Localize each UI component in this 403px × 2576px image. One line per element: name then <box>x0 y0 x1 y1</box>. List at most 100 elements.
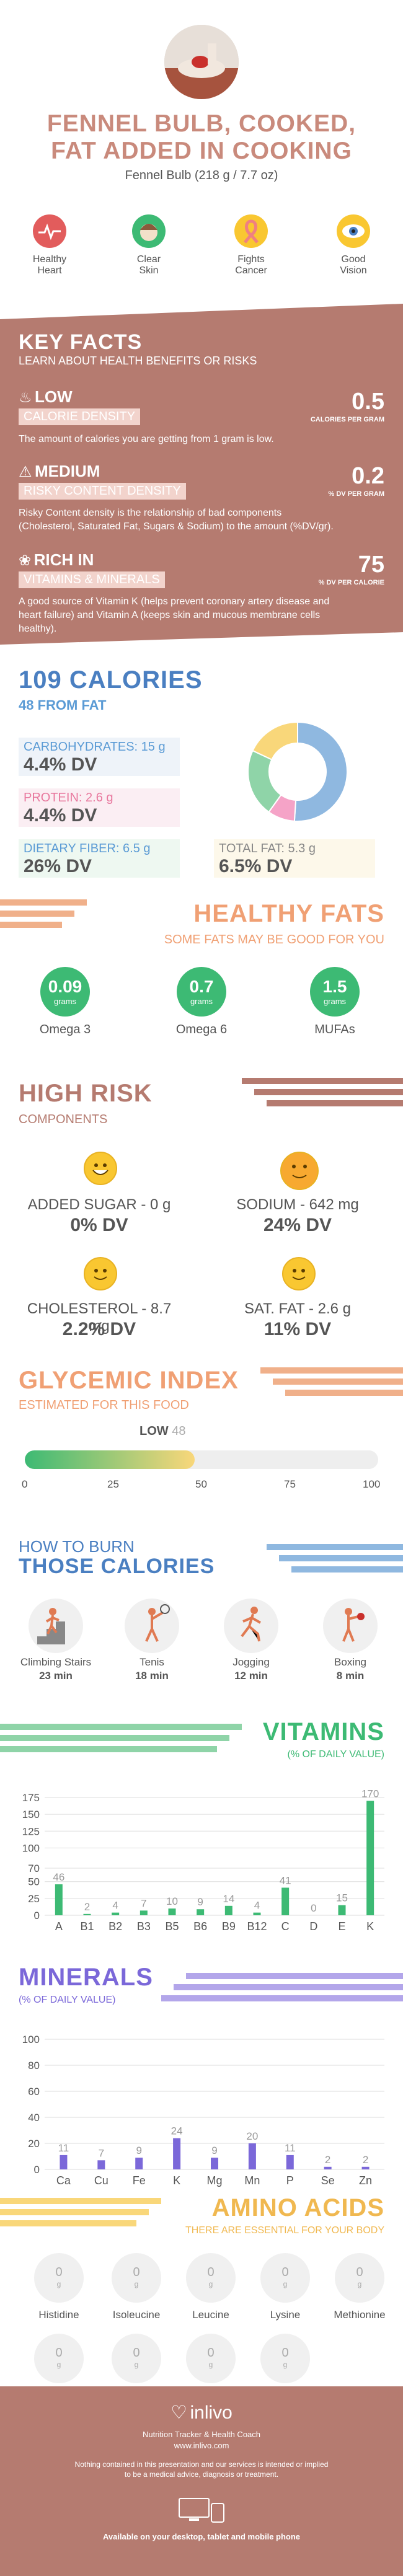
healthy-fats-stripes <box>0 899 87 928</box>
burn-title-line2: THOSE CALORIES <box>19 1555 215 1578</box>
fact-level: LOW <box>34 387 73 406</box>
benefit-good-vision: Good Vision <box>316 214 391 276</box>
mufas-label: MUFAs <box>314 1023 355 1036</box>
sodium-label: SODIUM - 642 mg <box>236 1196 359 1213</box>
bar-value-label: 9 <box>211 2145 217 2156</box>
calories-from-fat: 48 FROM FAT <box>19 697 107 713</box>
bar-se <box>324 2166 332 2169</box>
amino-value: 0 <box>207 2265 215 2279</box>
bar-b1 <box>83 1913 91 1915</box>
amino-unit: g <box>134 2360 139 2369</box>
y-tick-label: 125 <box>22 1825 40 1837</box>
fact-level: RICH IN <box>33 550 94 569</box>
amino-value: 0 <box>55 2346 63 2360</box>
amino-value: 0 <box>281 2346 289 2360</box>
burn-stripes <box>267 1544 403 1573</box>
x-tick-label: Mg <box>206 2174 222 2187</box>
amino-value: 0 <box>281 2265 289 2279</box>
amino-unit: g <box>208 2360 213 2369</box>
benefit-clear-skin: Clear Skin <box>112 214 186 276</box>
key-facts-subtitle: LEARN ABOUT HEALTH BENEFITS OR RISKS <box>19 355 257 367</box>
y-tick-label: 100 <box>22 1842 40 1854</box>
amino-unit: g <box>283 2280 288 2288</box>
fact-category: RISKY CONTENT DENSITY <box>19 483 186 500</box>
bar-b3 <box>140 1910 148 1915</box>
fact-vitamins-minerals: ❀ RICH IN VITAMINS & MINERALS 75 % DV PE… <box>19 550 384 643</box>
bar-a <box>55 1884 63 1915</box>
bar-value-label: 2 <box>363 2154 368 2166</box>
y-tick-label: 20 <box>28 2138 40 2150</box>
y-tick-label: 60 <box>28 2086 40 2097</box>
macros-donut-chart <box>247 721 348 822</box>
y-tick-label: 40 <box>28 2112 40 2124</box>
bar-p <box>286 2155 294 2169</box>
footer-tagline: Nutrition Tracker & Health Coach <box>142 2430 261 2439</box>
benefit-fights-cancer: Fights Cancer <box>214 214 288 276</box>
burn-activity-time: 18 min <box>135 1670 169 1682</box>
x-tick-label: E <box>338 1920 345 1933</box>
fact-unit: CALORIES PER GRAM <box>310 416 384 423</box>
fennel-photo-icon <box>164 25 239 99</box>
amino-value: 0 <box>133 2346 140 2360</box>
jogging-icon <box>224 1599 278 1653</box>
amino-unit: g <box>357 2280 362 2288</box>
amino-title: AMINO ACIDS <box>211 2194 384 2221</box>
footer-brand: inlivo <box>190 2402 232 2423</box>
glycemic-fill <box>25 1450 195 1469</box>
bar-value-label: 14 <box>223 1893 234 1905</box>
bar-cu <box>97 2160 105 2169</box>
eye-icon <box>337 214 370 248</box>
bar-ca <box>60 2155 68 2169</box>
y-tick-label: 50 <box>28 1876 40 1888</box>
glycemic-subtitle: ESTIMATED FOR THIS FOOD <box>19 1398 189 1412</box>
y-tick-label: 150 <box>22 1809 40 1820</box>
bar-value-label: 10 <box>166 1895 178 1907</box>
amino-value: 0 <box>207 2346 215 2360</box>
x-tick-label: B12 <box>247 1920 267 1933</box>
footer-available: Available on your desktop, tablet and mo… <box>102 2532 301 2541</box>
fact-description: A good source of Vitamin K (helps preven… <box>19 596 330 634</box>
high-risk-subtitle: COMPONENTS <box>19 1113 108 1126</box>
x-tick-label: B3 <box>137 1920 151 1933</box>
bar-value-label: 24 <box>171 2125 183 2137</box>
x-tick-label: K <box>173 2174 180 2187</box>
flame-icon: ♨ <box>19 389 32 406</box>
bar-value-label: 7 <box>99 2147 104 2159</box>
burn-activity-time: 23 min <box>39 1670 73 1682</box>
added-sugar-label: ADDED SUGAR - 0 g <box>27 1196 171 1213</box>
bar-value-label: 46 <box>53 1871 64 1883</box>
glycemic-ticks: 0 25 50 75 100 <box>22 1478 381 1490</box>
vitamins-title: VITAMINS <box>262 1718 384 1745</box>
key-facts-background <box>0 304 403 645</box>
sodium-smiley-icon <box>280 1152 319 1190</box>
bar-value-label: 11 <box>285 2142 296 2154</box>
minerals-subtitle: (% OF DAILY VALUE) <box>19 1995 116 2005</box>
fact-category: VITAMINS & MINERALS <box>19 571 165 588</box>
cholesterol-dv: 2.2% DV <box>62 1319 136 1339</box>
high-risk-stripes <box>242 1078 403 1106</box>
bar-value-label: 2 <box>325 2154 330 2166</box>
amino-name: Histidine <box>38 2309 79 2321</box>
omega6-circle: 0.7 grams <box>177 967 226 1017</box>
bar-mn <box>248 2143 256 2169</box>
bar-b5 <box>168 1908 176 1915</box>
y-tick-label: 100 <box>22 2034 40 2045</box>
x-tick-label: Mn <box>244 2174 260 2187</box>
protein-box: PROTEIN: 2.6 g 4.4% DV <box>19 788 180 827</box>
burn-activity-name: Boxing <box>334 1656 366 1668</box>
x-tick-label: Fe <box>133 2174 146 2187</box>
x-tick-label: B6 <box>193 1920 207 1933</box>
burn-title-line1: HOW TO BURN <box>19 1537 135 1556</box>
y-tick-label: 70 <box>28 1863 40 1874</box>
amino-name: Lysine <box>270 2309 301 2321</box>
calories-title: 109 CALORIES <box>19 666 203 694</box>
glycemic-stripes <box>260 1367 403 1396</box>
glycemic-level: LOW <box>140 1424 169 1438</box>
bar-b6 <box>197 1909 205 1915</box>
footer-url[interactable]: www.inlivo.com <box>174 2441 229 2450</box>
fact-value: 0.5 <box>352 389 384 415</box>
amino-name: Isoleucine <box>112 2309 161 2321</box>
y-tick-label: 0 <box>34 2164 40 2176</box>
